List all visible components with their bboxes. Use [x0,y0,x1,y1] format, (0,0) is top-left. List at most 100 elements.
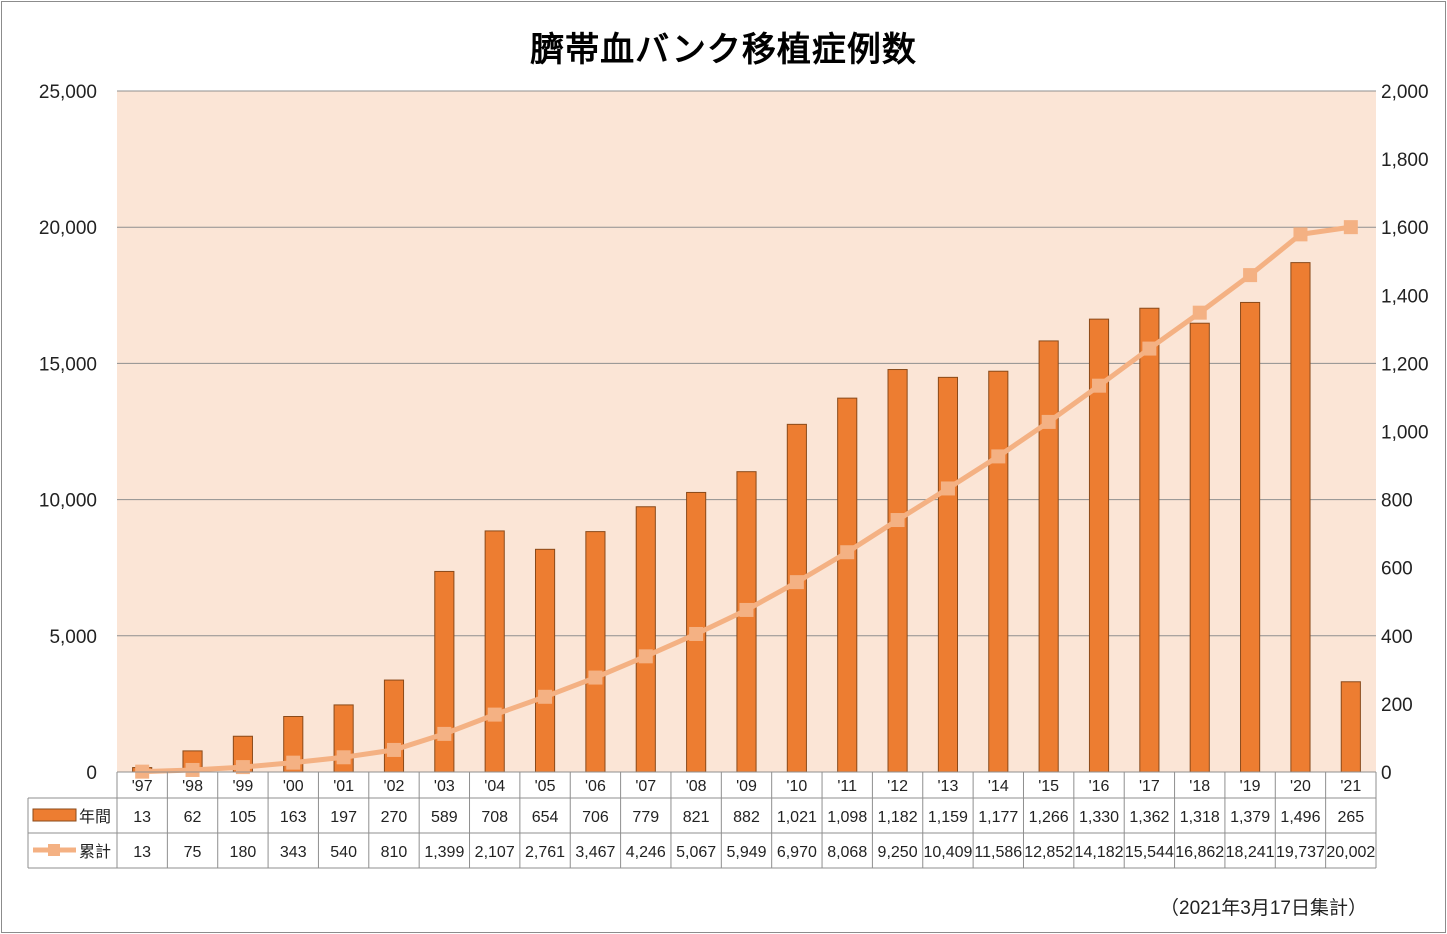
x-tick-label: '07 [635,778,656,795]
table-cell-cumulative: 20,002 [1326,844,1375,861]
table-cell-cumulative: 18,241 [1226,844,1275,861]
y-right-tick-label: 800 [1381,491,1413,512]
table-cell-cumulative: 10,409 [923,844,972,861]
line-point [638,649,653,664]
table-cell-annual: 1,159 [928,809,968,826]
legend-label-annual: 年間 [79,808,111,826]
x-tick-label: '11 [837,778,857,795]
bar [786,423,807,773]
x-tick-label: '98 [182,778,203,795]
table-cell-cumulative: 16,862 [1175,844,1224,861]
y-right-tick-label: 1,400 [1381,286,1429,307]
x-tick-label: '04 [484,778,505,795]
x-tick-label: '05 [535,778,556,795]
bar [484,530,505,773]
line-point [1343,220,1358,235]
line-point [1192,305,1207,320]
y-right-tick-label: 600 [1381,559,1413,580]
bar [1240,301,1261,773]
x-tick-label: '97 [132,778,153,795]
y-left-tick-label: 20,000 [39,218,97,239]
line-point [940,481,955,496]
y-right-tick-label: 1,000 [1381,423,1429,444]
bar [534,548,556,773]
line-point [538,689,553,704]
x-tick-label: '09 [736,778,757,795]
table-cell-annual: 1,266 [1029,809,1069,826]
table-cell-cumulative: 2,107 [475,844,515,861]
line-point [840,545,855,560]
table-cell-cumulative: 5,949 [726,844,766,861]
table-cell-annual: 265 [1337,809,1364,826]
table-cell-cumulative: 12,852 [1024,844,1073,861]
table-cell-annual: 1,021 [777,809,817,826]
y-left-tick-label: 0 [86,763,97,784]
line-series-cumulative [135,220,1358,779]
line-point [286,755,301,770]
table-cell-cumulative: 343 [280,844,307,861]
table-cell-annual: 706 [582,809,609,826]
table-cell-annual: 779 [632,809,659,826]
bar [887,369,908,773]
table-cell-cumulative: 13 [133,844,151,861]
table-cell-annual: 62 [184,809,202,826]
table-cell-annual: 821 [683,809,710,826]
table-cell-cumulative: 9,250 [878,844,918,861]
line-point [185,762,200,777]
x-tick-label: '20 [1290,778,1311,795]
y-left-tick-label: 15,000 [39,354,97,375]
table-cell-cumulative: 2,761 [525,844,565,861]
table-cell-cumulative: 540 [330,844,357,861]
bar [585,531,606,773]
x-tick-label: '14 [988,778,1009,795]
legend-key-annual [32,808,77,822]
axes: 0 5,000 10,000 15,000 20,000 25,000 0 200 400 600… [39,82,1429,784]
table-cell-annual: 1,330 [1079,809,1119,826]
table-cell-cumulative: 15,544 [1125,844,1174,861]
bar [1340,681,1361,773]
line-point [739,602,754,617]
table-cell-cumulative: 3,467 [575,844,615,861]
bar [383,679,405,773]
line-point [437,726,452,741]
table-cell-annual: 1,182 [878,809,918,826]
table-cell-annual: 1,362 [1129,809,1169,826]
table-cell-annual: 654 [532,809,559,826]
y-right-tick-label: 400 [1381,627,1413,648]
line-point [1041,414,1056,429]
table-cell-cumulative: 11,586 [974,844,1022,861]
bar [635,506,656,773]
legend-label-cumulative: 累計 [79,843,111,861]
x-tick-label: '17 [1139,778,1160,795]
x-tick-label: '16 [1089,778,1110,795]
table-cell-annual: 1,177 [978,809,1018,826]
table-cell-annual: 1,379 [1230,809,1270,826]
x-tick-label: '15 [1038,778,1059,795]
table-cell-cumulative: 5,067 [676,844,716,861]
table-cell-annual: 589 [431,809,458,826]
table-cell-cumulative: 6,970 [777,844,817,861]
x-tick-label: '10 [786,778,807,795]
x-tick-label: '13 [938,778,959,795]
x-tick-label: '21 [1340,778,1361,795]
table-cell-annual: 270 [381,809,408,826]
bar [1038,340,1059,773]
bar-series-annual [132,262,1361,773]
x-tick-label: '18 [1189,778,1210,795]
bar [937,376,959,773]
table-cell-annual: 197 [330,809,357,826]
y-right-tick-label: 1,800 [1381,150,1429,171]
line-point [1092,378,1107,393]
y-right-tick-label: 1,200 [1381,354,1429,375]
line-point [235,760,250,775]
bar [837,397,858,773]
line-point [689,626,704,641]
line-point [386,742,401,757]
table-cell-annual: 163 [280,809,307,826]
bar [1189,322,1210,773]
chart-title: 臍帯血バンク移植症例数 [530,31,917,69]
line-point [890,513,905,528]
x-tick-label: '19 [1240,778,1261,795]
x-tick-label: '01 [333,778,354,795]
table-cell-cumulative: 180 [230,844,257,861]
